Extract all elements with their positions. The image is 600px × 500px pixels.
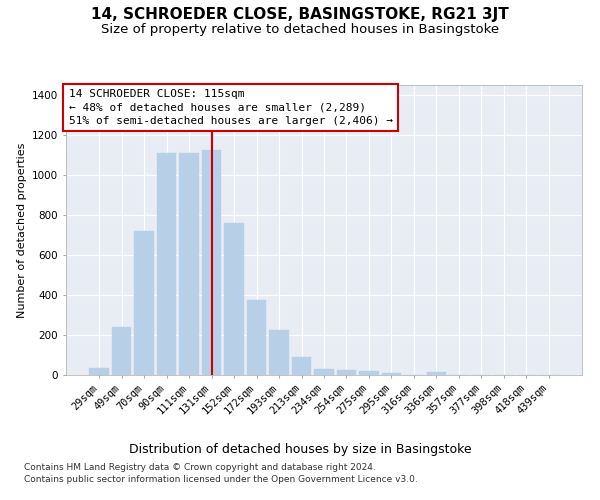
Bar [247, 300, 266, 375]
Bar [269, 330, 289, 375]
Bar [292, 357, 311, 375]
Text: Distribution of detached houses by size in Basingstoke: Distribution of detached houses by size … [128, 442, 472, 456]
Bar [427, 372, 446, 375]
Bar [89, 368, 109, 375]
Text: Contains public sector information licensed under the Open Government Licence v3: Contains public sector information licen… [24, 475, 418, 484]
Text: 14 SCHROEDER CLOSE: 115sqm
← 48% of detached houses are smaller (2,289)
51% of s: 14 SCHROEDER CLOSE: 115sqm ← 48% of deta… [68, 90, 392, 126]
Bar [224, 223, 244, 375]
Text: Contains HM Land Registry data © Crown copyright and database right 2024.: Contains HM Land Registry data © Crown c… [24, 464, 376, 472]
Bar [359, 371, 379, 375]
Bar [202, 150, 221, 375]
Bar [112, 328, 131, 375]
Bar [382, 372, 401, 375]
Bar [157, 153, 176, 375]
Bar [179, 153, 199, 375]
Bar [337, 370, 356, 375]
Bar [134, 231, 154, 375]
Text: 14, SCHROEDER CLOSE, BASINGSTOKE, RG21 3JT: 14, SCHROEDER CLOSE, BASINGSTOKE, RG21 3… [91, 8, 509, 22]
Y-axis label: Number of detached properties: Number of detached properties [17, 142, 26, 318]
Text: Size of property relative to detached houses in Basingstoke: Size of property relative to detached ho… [101, 22, 499, 36]
Bar [314, 368, 334, 375]
